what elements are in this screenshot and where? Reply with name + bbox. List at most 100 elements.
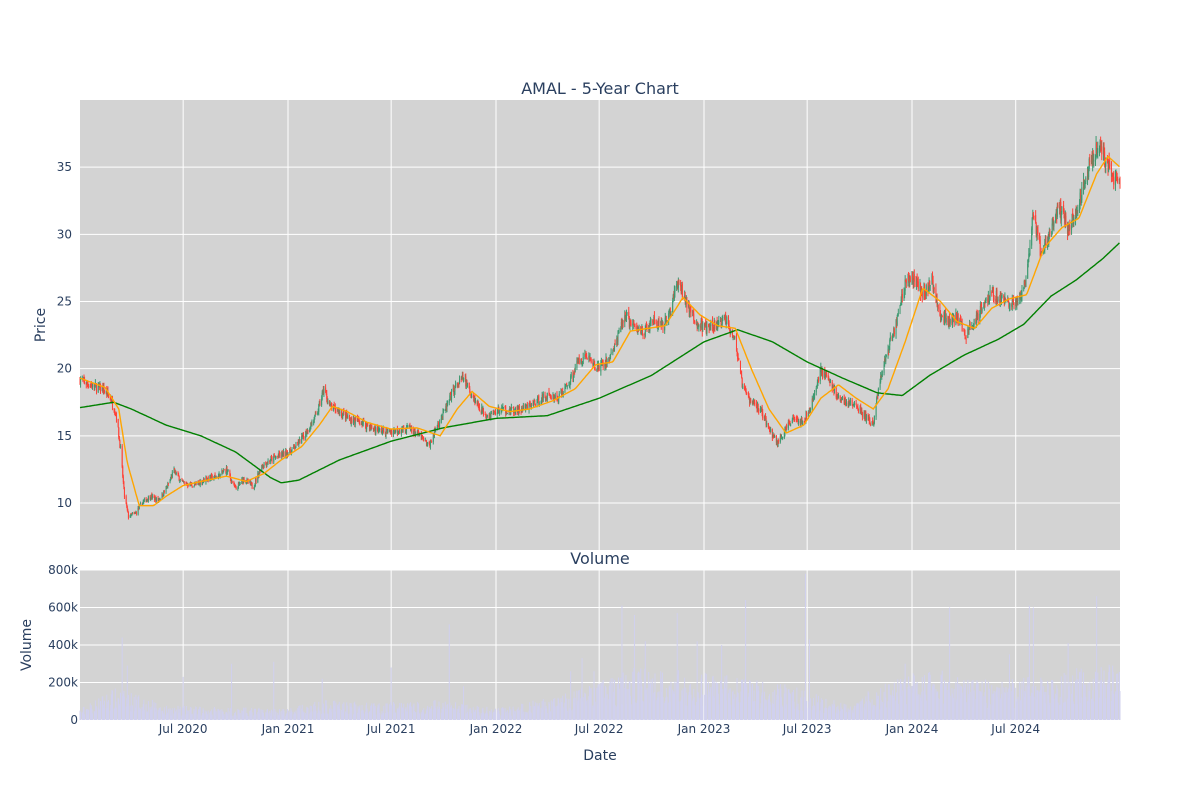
candle-body (697, 325, 699, 328)
volume-bar (562, 707, 564, 720)
volume-bar (565, 693, 567, 720)
candle-body (459, 379, 461, 384)
candle-body (645, 323, 647, 329)
volume-bar (1028, 677, 1030, 720)
volume-bar (1072, 701, 1074, 720)
volume-bar (118, 698, 120, 720)
volume-bar (231, 663, 233, 720)
candle-body (314, 413, 316, 415)
candle-body (1092, 152, 1094, 162)
candle-body (1056, 205, 1058, 217)
candle-body (924, 287, 926, 296)
candle-body (582, 357, 584, 365)
volume-bar (1056, 685, 1058, 720)
candle-body (295, 442, 297, 447)
candle-body (940, 316, 942, 319)
volume-bar (574, 702, 576, 720)
volume-bar (920, 700, 922, 720)
candle-body (546, 392, 548, 400)
candle-body (436, 427, 438, 429)
candle-body (939, 307, 941, 316)
candle-body (353, 418, 355, 420)
candle-body (429, 444, 431, 448)
candle-body (480, 410, 482, 413)
candle-body (941, 315, 943, 317)
candle-body (446, 403, 448, 411)
candle-body (913, 274, 915, 282)
candle-body (957, 313, 959, 321)
candle-body (609, 357, 611, 361)
candle-body (777, 441, 779, 446)
volume-bar (605, 687, 607, 720)
candle-body (1061, 207, 1063, 213)
candle-body (473, 398, 475, 402)
volume-bar (737, 693, 739, 720)
volume-bar (1015, 701, 1017, 720)
candle-body (444, 409, 446, 411)
candle-body (439, 422, 441, 427)
candle-body (753, 402, 755, 404)
volume-bar (657, 696, 659, 720)
candle-body (981, 308, 983, 312)
candle-body (929, 285, 931, 287)
volume-bar (696, 641, 698, 720)
volume-bar (307, 708, 309, 720)
candle-body (167, 483, 169, 488)
volume-bar (661, 672, 663, 720)
volume-bar (147, 712, 149, 720)
candle-body (873, 423, 875, 426)
volume-bar (171, 715, 173, 720)
candle-body (297, 442, 299, 445)
volume-bar (830, 707, 832, 720)
volume-bar (868, 701, 870, 720)
candle-body (104, 391, 106, 393)
candle-body (1052, 221, 1054, 226)
volume-bar (698, 698, 700, 720)
candle-body (997, 299, 999, 301)
volume-bar (321, 713, 323, 720)
candle-body (1020, 297, 1022, 301)
volume-bar (1031, 686, 1033, 720)
candle-body (784, 428, 786, 431)
volume-bar (134, 707, 136, 720)
volume-bar (1079, 671, 1081, 720)
volume-bar (438, 701, 440, 720)
candle-body (937, 304, 939, 309)
volume-bar (1043, 694, 1045, 720)
candle-body (351, 418, 353, 423)
candle-body (1089, 160, 1091, 162)
candle-body (365, 425, 367, 429)
candle-body (722, 317, 724, 318)
volume-bar (206, 711, 208, 720)
candle-body (1075, 209, 1077, 219)
candle-body (841, 397, 843, 401)
volume-bar (1075, 695, 1077, 720)
volume-bar (202, 708, 204, 720)
candle-body (294, 447, 296, 449)
volume-bar (685, 692, 687, 720)
candle-body (422, 438, 424, 440)
volume-bar (904, 679, 906, 720)
candle-body (536, 401, 538, 405)
volume-bar (697, 691, 699, 720)
volume-bar (936, 692, 938, 720)
volume-bar (131, 711, 133, 720)
candle-body (600, 361, 602, 365)
volume-bar (852, 712, 854, 720)
candle-body (748, 396, 750, 398)
candle-body (844, 398, 846, 405)
candle-body (892, 334, 894, 336)
volume-bar (721, 693, 723, 720)
candle-body (749, 396, 751, 404)
volume-bar (514, 711, 516, 720)
volume-bar (865, 696, 867, 720)
volume-bar (973, 690, 975, 720)
candle-body (207, 477, 209, 481)
candle-body (933, 289, 935, 291)
volume-bar (302, 710, 304, 720)
candle-body (649, 321, 651, 323)
candle-body (933, 288, 935, 290)
candle-body (574, 367, 576, 372)
volume-bar (690, 694, 692, 720)
candle-body (370, 425, 372, 428)
